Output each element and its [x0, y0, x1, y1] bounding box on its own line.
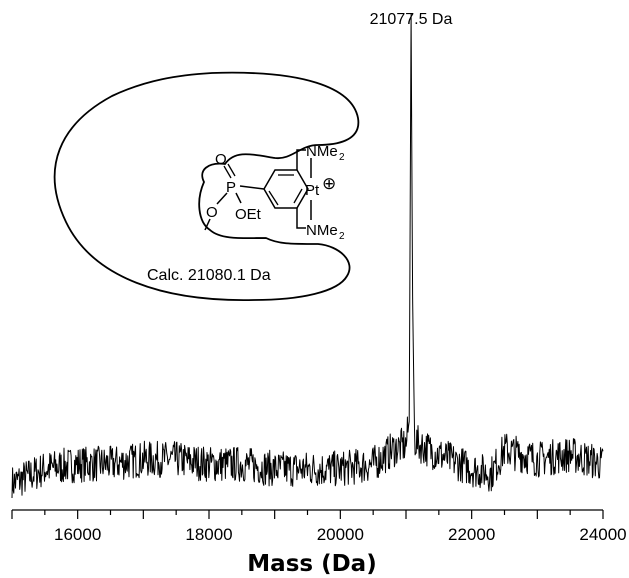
x-tick-label: 16000 — [54, 525, 101, 544]
phosphorus-label: P — [226, 179, 236, 196]
charge-symbol: ⊕ — [322, 174, 336, 193]
ring-double-bond-left — [269, 191, 278, 205]
x-axis-tick-labels: 16000 18000 20000 22000 24000 — [54, 525, 627, 544]
platinum-label: Pt — [305, 182, 320, 199]
lower-nme-label: NMe — [306, 222, 338, 239]
upper-nme-subscript: 2 — [339, 152, 345, 163]
x-tick-label: 20000 — [317, 525, 364, 544]
p-linker-oxygen-bond — [217, 193, 227, 204]
spectrum-trace — [12, 14, 603, 498]
x-tick-label: 18000 — [185, 525, 232, 544]
peak-label: 21077.5 Da — [370, 11, 453, 28]
protein-complex-inset: NMe 2 NMe 2 Pt ⊕ P O OEt O Calc. 21080.1… — [55, 73, 359, 300]
x-axis-title: Mass (Da) — [247, 551, 376, 577]
lower-nme-subscript: 2 — [339, 231, 345, 242]
x-tick-label: 22000 — [448, 525, 495, 544]
lower-ch2-arm — [297, 208, 306, 228]
x-axis: 16000 18000 20000 22000 24000 — [12, 510, 627, 544]
calculated-mass-label: Calc. 21080.1 Da — [147, 267, 271, 284]
x-tick-label: 24000 — [579, 525, 626, 544]
upper-nme-label: NMe — [306, 143, 338, 160]
upper-ch2-arm — [297, 150, 306, 170]
ethoxy-label: OEt — [235, 206, 262, 223]
p-ethoxy-bond — [236, 193, 241, 203]
linker-oxygen-label: O — [206, 204, 218, 221]
ring-p-bond — [240, 186, 264, 189]
oxo-label: O — [215, 151, 227, 168]
x-axis-ticks — [12, 510, 603, 519]
